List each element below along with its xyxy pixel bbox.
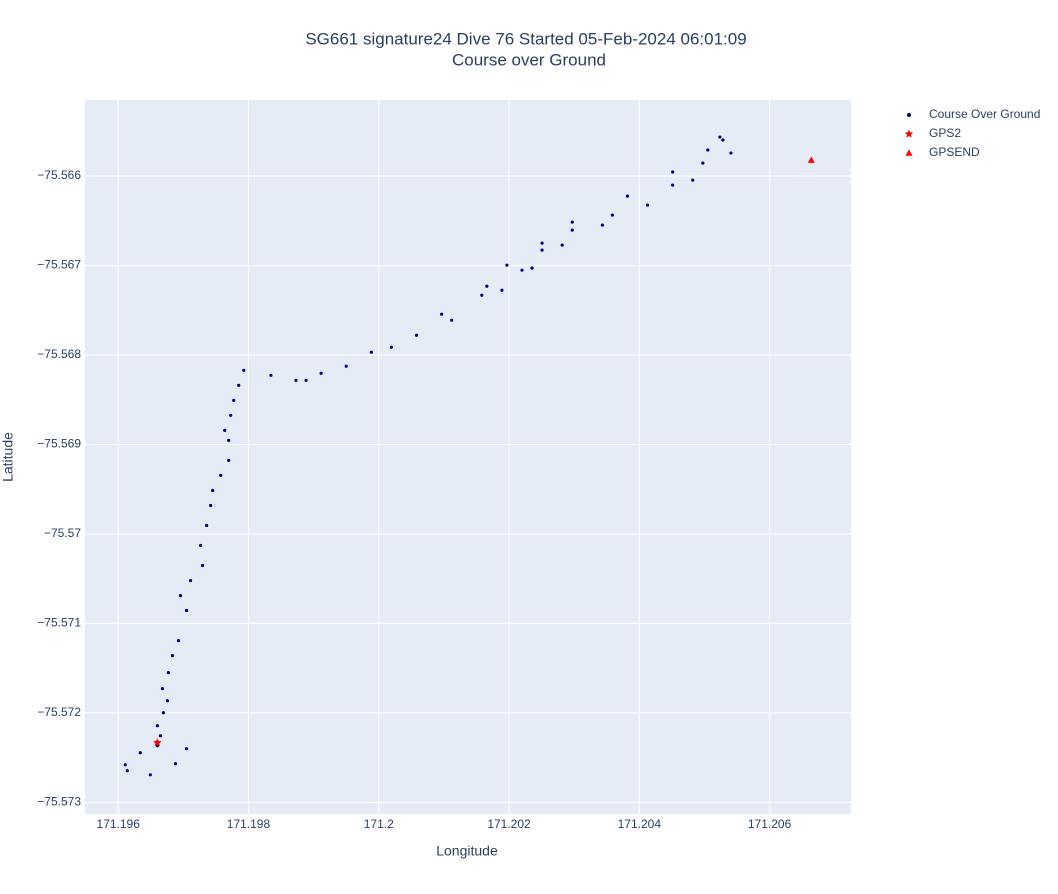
point — [205, 523, 209, 528]
chart-title: SG661 signature24 Dive 76 Started 05-Feb… — [305, 29, 746, 48]
legend-label: Course Over Ground — [929, 107, 1040, 121]
point — [625, 194, 630, 198]
point — [237, 383, 241, 387]
point — [440, 312, 444, 316]
triangle-marker — [905, 149, 913, 156]
point — [671, 183, 675, 187]
point — [500, 288, 504, 292]
point — [530, 266, 534, 270]
point — [198, 543, 203, 548]
star-marker — [904, 129, 914, 138]
point — [701, 161, 705, 165]
legend-label: GPS2 — [929, 126, 961, 140]
point — [160, 687, 165, 691]
point — [729, 151, 733, 155]
y-tick-label: −75.573 — [37, 795, 81, 809]
point — [319, 371, 323, 375]
point — [173, 762, 178, 766]
y-tick-label: −75.571 — [37, 616, 81, 630]
point — [645, 203, 650, 207]
point — [125, 769, 129, 773]
star-marker — [153, 738, 162, 747]
point — [294, 378, 298, 382]
x-tick-label: 171.204 — [618, 817, 662, 831]
point — [721, 138, 725, 142]
y-axis-title: Latitude — [0, 432, 16, 482]
point — [209, 503, 213, 508]
point — [269, 373, 273, 377]
point — [229, 413, 233, 417]
x-tick-label: 171.2 — [364, 817, 394, 831]
point — [540, 241, 544, 245]
point — [304, 378, 308, 382]
point — [158, 734, 163, 738]
point — [170, 654, 175, 658]
point — [227, 458, 231, 462]
point — [211, 488, 215, 493]
point — [520, 268, 524, 272]
x-tick-label: 171.196 — [97, 817, 141, 831]
y-tick-label: −75.569 — [37, 437, 81, 451]
point — [570, 228, 574, 232]
point — [389, 345, 393, 349]
grid: 171.196 171.198 171.2 171.202 171.204 171.206… — [37, 100, 851, 831]
y-tick-label: −75.57 — [44, 526, 81, 540]
point — [165, 699, 170, 703]
marks — [123, 135, 815, 777]
x-tick-label: 171.198 — [227, 817, 271, 831]
point — [123, 763, 127, 767]
point — [570, 220, 574, 224]
point — [450, 318, 454, 322]
point — [176, 639, 181, 643]
point — [718, 135, 722, 139]
point — [184, 608, 189, 613]
point — [148, 773, 152, 777]
point — [232, 398, 236, 402]
x-axis-title: Longitude — [436, 843, 498, 859]
legend-label: GPSEND — [929, 145, 980, 159]
point — [560, 243, 564, 247]
point — [344, 364, 348, 368]
point — [540, 248, 544, 252]
point — [414, 333, 419, 337]
x-tick-label: 171.206 — [748, 817, 792, 831]
point — [369, 350, 373, 354]
point — [706, 148, 710, 152]
y-tick-label: −75.572 — [37, 705, 81, 719]
point — [161, 711, 166, 715]
point — [610, 213, 615, 217]
legend: Course Over Ground GPS2 GPSEND — [904, 107, 1040, 159]
point — [242, 368, 246, 372]
point — [184, 747, 189, 751]
point — [227, 438, 231, 442]
point — [178, 593, 183, 598]
point — [188, 578, 193, 583]
plot-area — [85, 100, 851, 814]
point — [907, 113, 911, 117]
point — [480, 293, 484, 297]
point — [485, 284, 489, 288]
point — [155, 724, 159, 728]
point — [600, 223, 604, 227]
point — [671, 170, 675, 174]
chart-subtitle: Course over Ground — [452, 50, 606, 69]
point — [200, 563, 205, 568]
triangle-marker — [807, 156, 815, 163]
point — [223, 428, 227, 432]
point — [505, 263, 509, 267]
point — [219, 473, 223, 478]
y-tick-label: −75.566 — [37, 168, 81, 182]
point — [138, 751, 142, 755]
y-tick-label: −75.568 — [37, 347, 81, 361]
x-tick-label: 171.202 — [487, 817, 531, 831]
point — [166, 671, 171, 675]
y-tick-label: −75.567 — [37, 258, 81, 272]
point — [691, 178, 695, 182]
